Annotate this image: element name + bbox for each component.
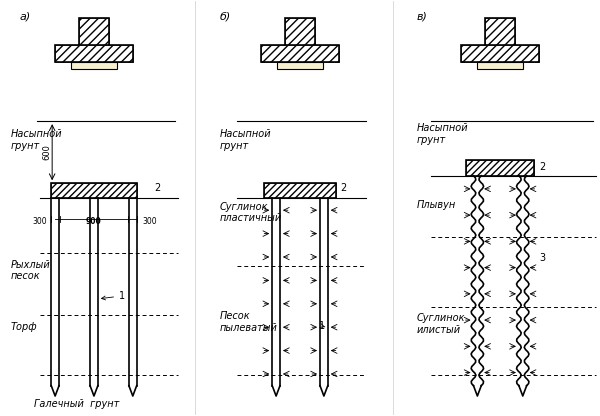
Bar	[285, 18, 315, 67]
Bar	[277, 62, 323, 69]
Text: 2: 2	[154, 183, 161, 193]
Text: Галечный  грунт: Галечный грунт	[34, 399, 119, 409]
Text: 600: 600	[43, 144, 52, 160]
Bar	[50, 183, 137, 198]
Text: Плывун: Плывун	[416, 200, 456, 210]
Text: в): в)	[416, 12, 427, 22]
Bar	[261, 45, 339, 62]
Bar	[485, 18, 515, 67]
Text: а): а)	[19, 12, 31, 22]
Text: Рыхлый
песок: Рыхлый песок	[10, 260, 50, 281]
Text: 900: 900	[86, 217, 102, 226]
Bar	[71, 62, 117, 69]
Bar	[485, 18, 515, 67]
Bar	[261, 45, 339, 62]
Bar	[466, 161, 535, 176]
Bar	[264, 183, 336, 198]
Text: Суглинок
илистый: Суглинок илистый	[416, 313, 465, 335]
Bar	[55, 45, 133, 62]
Bar	[461, 45, 539, 62]
Text: Насыпной
грунт: Насыпной грунт	[10, 129, 62, 151]
Text: 3: 3	[539, 253, 545, 262]
Bar	[461, 45, 539, 62]
Text: Насыпной
грунт: Насыпной грунт	[416, 123, 468, 145]
Text: Песок
пылеватый: Песок пылеватый	[220, 311, 277, 333]
Text: 1: 1	[101, 291, 125, 301]
Text: 300: 300	[33, 217, 47, 226]
Text: Суглинок
пластичный: Суглинок пластичный	[220, 202, 281, 223]
Bar	[79, 18, 109, 67]
Bar	[264, 183, 336, 198]
Text: 300: 300	[142, 217, 157, 226]
Text: б): б)	[220, 12, 230, 22]
Bar	[50, 183, 137, 198]
Text: 2: 2	[539, 162, 545, 172]
Bar	[285, 18, 315, 67]
Bar	[477, 62, 523, 69]
Text: Торф: Торф	[10, 322, 37, 332]
Text: 1: 1	[319, 321, 325, 331]
Text: 2: 2	[341, 183, 347, 193]
Bar	[466, 161, 535, 176]
Bar	[79, 18, 109, 67]
Bar	[55, 45, 133, 62]
Text: Насыпной
грунт: Насыпной грунт	[220, 129, 271, 151]
